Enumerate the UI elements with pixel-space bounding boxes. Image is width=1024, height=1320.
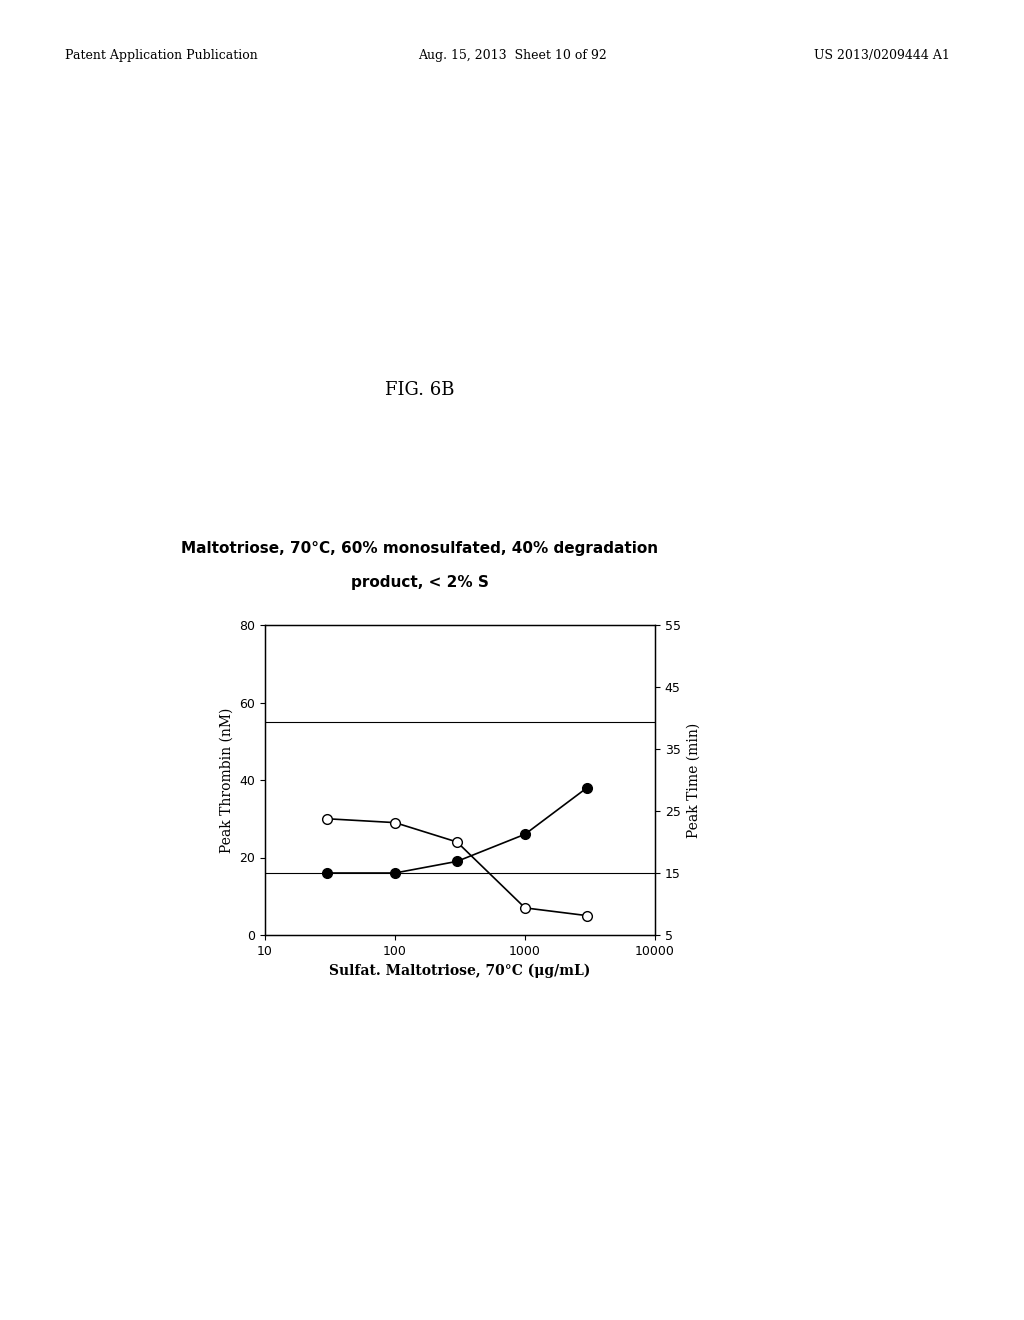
Text: US 2013/0209444 A1: US 2013/0209444 A1 xyxy=(814,49,950,62)
Text: FIG. 6B: FIG. 6B xyxy=(385,381,455,399)
Y-axis label: Peak Time (min): Peak Time (min) xyxy=(686,722,700,838)
Text: Patent Application Publication: Patent Application Publication xyxy=(65,49,258,62)
Text: Maltotriose, 70°C, 60% monosulfated, 40% degradation: Maltotriose, 70°C, 60% monosulfated, 40%… xyxy=(181,540,658,556)
Text: Aug. 15, 2013  Sheet 10 of 92: Aug. 15, 2013 Sheet 10 of 92 xyxy=(418,49,606,62)
X-axis label: Sulfat. Maltotriose, 70°C (μg/mL): Sulfat. Maltotriose, 70°C (μg/mL) xyxy=(330,964,591,978)
Text: product, < 2% S: product, < 2% S xyxy=(351,576,488,590)
Y-axis label: Peak Thrombin (nM): Peak Thrombin (nM) xyxy=(220,708,233,853)
